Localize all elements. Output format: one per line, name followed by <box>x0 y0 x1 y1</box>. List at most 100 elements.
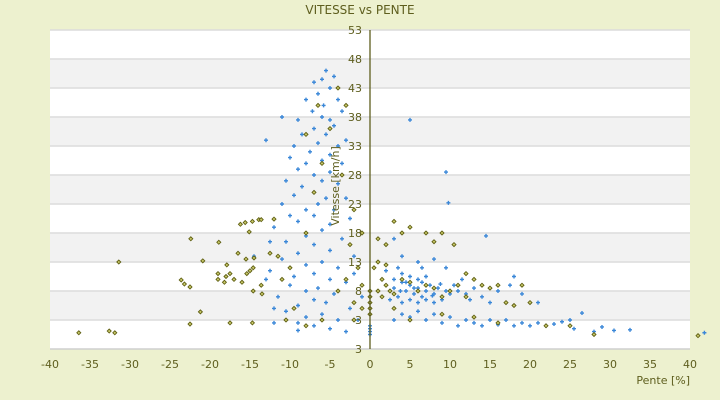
data-point-olive <box>471 276 477 283</box>
data-point-blue <box>528 323 532 328</box>
data-point-blue <box>304 207 308 212</box>
data-point-blue <box>272 225 276 230</box>
data-point-blue <box>292 193 296 198</box>
data-point-blue <box>416 260 420 264</box>
data-point-olive <box>258 217 264 223</box>
data-point-blue <box>280 257 284 262</box>
data-point-olive <box>399 276 405 283</box>
data-point-olive <box>407 279 413 285</box>
data-point-olive <box>181 281 188 287</box>
y-tick-label: 43 <box>348 82 362 95</box>
data-point-blue <box>472 286 476 291</box>
data-point-blue <box>344 329 348 334</box>
data-point-blue <box>316 286 320 291</box>
data-point-blue <box>416 309 420 314</box>
data-point-olive <box>303 131 309 138</box>
data-point-blue <box>264 138 268 143</box>
data-point-olive <box>451 241 457 248</box>
data-point-blue <box>400 254 404 259</box>
data-point-blue <box>424 297 428 302</box>
data-point-blue <box>420 294 424 299</box>
data-point-blue <box>316 91 320 96</box>
data-point-blue <box>316 141 320 146</box>
data-point-olive <box>391 305 397 312</box>
data-point-blue <box>396 265 400 270</box>
data-point-olive <box>347 241 353 248</box>
data-point-blue <box>328 117 332 122</box>
data-point-blue <box>446 200 451 205</box>
data-point-olive <box>247 268 253 274</box>
data-point-blue <box>504 318 508 322</box>
data-point-blue <box>328 152 332 157</box>
data-point-olive <box>511 302 517 309</box>
data-point-olive <box>371 265 377 271</box>
data-point-blue <box>276 294 280 299</box>
data-point-olive <box>463 294 469 300</box>
data-point-olive <box>112 330 118 336</box>
data-point-olive <box>279 276 285 283</box>
data-point-blue <box>448 315 452 320</box>
data-point-olive <box>224 262 230 268</box>
data-point-olive <box>327 125 333 132</box>
data-point-olive <box>231 276 237 283</box>
data-point-olive <box>311 189 317 196</box>
data-point-blue <box>340 109 344 114</box>
data-point-blue <box>520 291 524 296</box>
data-point-blue <box>398 289 403 293</box>
data-point-olive <box>335 85 341 91</box>
data-point-blue <box>312 323 316 328</box>
data-point-blue <box>424 274 428 279</box>
data-point-blue <box>348 306 352 311</box>
data-point-olive <box>283 317 289 323</box>
data-point-olive <box>527 299 533 306</box>
data-point-olive <box>431 239 437 245</box>
data-point-blue <box>332 207 336 212</box>
x-axis-label: Pente [%] <box>636 374 690 387</box>
data-point-blue <box>320 228 324 233</box>
data-point-blue <box>508 283 512 288</box>
data-point-olive <box>359 305 365 312</box>
x-tick-label: 40 <box>683 358 697 371</box>
x-tick-label: 35 <box>643 358 657 371</box>
data-point-blue <box>472 320 476 325</box>
data-point-olive <box>567 323 573 329</box>
data-point-blue <box>520 320 524 325</box>
data-point-blue <box>336 144 340 148</box>
data-point-blue <box>324 196 328 201</box>
y-tick-label: 53 <box>348 24 362 37</box>
data-point-blue <box>284 239 288 244</box>
data-point-blue <box>480 294 484 299</box>
x-tick-label: 20 <box>523 358 537 371</box>
data-point-blue <box>268 239 272 244</box>
data-point-blue <box>320 178 324 183</box>
data-point-blue <box>296 251 300 256</box>
x-tick-label: -20 <box>201 358 219 371</box>
data-point-blue <box>412 286 416 291</box>
data-point-olive <box>343 276 349 283</box>
data-point-olive <box>383 282 389 288</box>
x-tick-label: -30 <box>121 358 139 371</box>
data-point-blue <box>284 309 288 314</box>
data-point-olive <box>258 282 264 288</box>
data-point-blue <box>356 318 360 322</box>
data-point-blue <box>332 291 336 296</box>
data-point-blue <box>432 257 436 262</box>
data-point-olive <box>250 288 256 294</box>
data-point-blue <box>444 265 448 270</box>
data-point-blue <box>384 268 388 273</box>
data-point-blue <box>304 97 308 102</box>
data-point-blue <box>456 323 460 328</box>
data-point-blue <box>408 274 412 279</box>
data-point-blue <box>300 132 304 137</box>
data-point-olive <box>379 276 385 283</box>
data-point-blue <box>272 306 276 311</box>
data-point-olive <box>351 207 357 213</box>
x-tick-label: 10 <box>443 358 457 371</box>
data-point-olive <box>267 250 273 256</box>
data-point-blue <box>424 318 428 322</box>
data-point-blue <box>344 196 348 201</box>
data-point-olive <box>216 239 222 245</box>
data-point-blue <box>304 161 308 166</box>
data-point-blue <box>400 312 404 317</box>
axes: -40 -35 -30 -25 -20 -15 -10 -5 0 5 10 15 20 25 30 35 40 5… <box>41 24 697 371</box>
